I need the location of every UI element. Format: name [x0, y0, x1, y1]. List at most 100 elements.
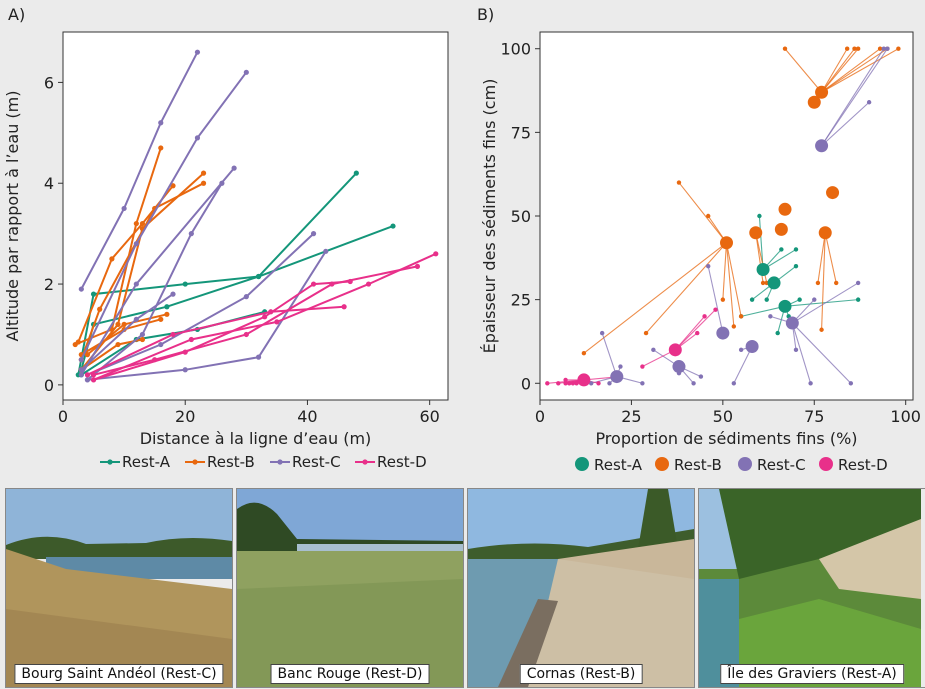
sample-point-rest-c	[640, 381, 645, 386]
mean-point-rest-c	[745, 339, 759, 353]
data-point-rest-c	[310, 231, 317, 237]
sample-point-rest-b	[896, 46, 901, 51]
series-line-rest-c	[87, 232, 315, 376]
photo-vegetated-bank-image	[699, 489, 921, 687]
series-line-rest-b	[80, 182, 205, 361]
data-point-rest-d	[182, 349, 188, 355]
link-line-rest-b	[725, 242, 735, 327]
photo-grassland-image	[6, 489, 232, 687]
mean-point-rest-b	[720, 236, 733, 250]
link-line-rest-b	[821, 48, 881, 93]
sample-point-rest-c	[698, 374, 704, 379]
mean-point-rest-b	[826, 186, 840, 200]
photo-caption: Bourg Saint Andéol (Rest-C)	[14, 664, 224, 684]
sample-point-rest-c	[651, 347, 656, 353]
legend-label-rest-c: Rest-C	[757, 456, 806, 474]
x-tick-label: 0	[535, 407, 545, 426]
sample-point-rest-d	[596, 381, 601, 386]
photo-caption: Île des Graviers (Rest-A)	[720, 664, 904, 684]
sample-point-rest-c	[881, 46, 886, 51]
sample-point-rest-b	[738, 314, 744, 319]
data-point-rest-d	[243, 331, 249, 338]
data-point-rest-b	[139, 336, 146, 343]
sample-point-rest-c	[885, 46, 890, 51]
sample-point-rest-c	[607, 381, 612, 386]
data-point-rest-a	[182, 281, 188, 287]
x-axis-label: Proportion de sédiments fins (%)	[595, 429, 857, 448]
data-point-rest-d	[414, 263, 421, 270]
link-line-rest-c	[792, 282, 859, 324]
legend-marker-rest-a	[575, 457, 589, 471]
mean-point-rest-c	[785, 316, 799, 330]
sample-point-rest-d	[567, 381, 572, 386]
link-line-rest-b	[725, 242, 742, 317]
data-point-rest-c	[78, 286, 84, 292]
data-point-rest-a	[255, 273, 262, 280]
data-point-rest-a	[90, 291, 97, 297]
sample-point-rest-c	[599, 330, 605, 336]
data-point-rest-d	[341, 304, 347, 310]
series-line-rest-b	[80, 172, 205, 371]
mean-point-rest-b	[749, 226, 763, 240]
data-point-rest-d	[170, 331, 176, 338]
sample-point-rest-c	[768, 314, 773, 319]
sample-point-rest-a	[757, 213, 762, 219]
data-point-rest-d	[347, 278, 353, 285]
data-point-rest-c	[182, 367, 188, 373]
sample-point-rest-b	[731, 324, 737, 329]
x-tick-label: 60	[419, 407, 439, 426]
link-line-rest-b	[821, 48, 859, 93]
link-line-rest-c	[601, 332, 618, 377]
legend-label-rest-a: Rest-A	[594, 456, 643, 474]
legend-marker-rest-c	[738, 457, 752, 471]
sample-point-rest-d	[702, 314, 707, 319]
legend-marker-rest-d	[819, 457, 833, 471]
data-point-rest-b	[133, 220, 139, 227]
link-line-rest-b	[817, 232, 826, 283]
sample-point-rest-b	[852, 46, 857, 51]
sample-point-rest-a	[797, 297, 802, 302]
data-point-rest-c	[188, 231, 194, 237]
data-point-rest-c	[158, 341, 164, 348]
data-point-rest-c	[243, 69, 249, 75]
legend-marker-rest-c	[277, 459, 283, 465]
mean-point-rest-c	[716, 326, 730, 340]
plot-area	[62, 31, 449, 401]
photo-ile-des-graviers: Île des Graviers (Rest-A)	[698, 488, 925, 688]
y-tick-label: 50	[511, 207, 531, 226]
sample-point-rest-a	[855, 297, 861, 302]
link-line-rest-b	[678, 182, 727, 244]
figure: A) 0 20 40 60 0 2 4 6 Distance à la ligne d’eau (…	[3, 5, 921, 474]
sample-point-rest-d	[570, 381, 576, 386]
data-point-rest-b	[164, 311, 170, 317]
sample-point-rest-c	[618, 364, 623, 369]
data-point-rest-c	[78, 367, 84, 373]
data-point-rest-a	[390, 223, 396, 229]
data-point-rest-b	[139, 220, 146, 227]
legend-marker-rest-b	[192, 459, 198, 465]
link-line-rest-b	[722, 242, 728, 300]
data-point-rest-c	[194, 49, 201, 55]
link-line-rest-a	[758, 215, 764, 270]
sample-point-rest-c	[848, 381, 854, 386]
sample-point-rest-c	[691, 381, 696, 386]
photo-meadow-image	[237, 489, 463, 687]
sample-point-rest-b	[819, 327, 824, 332]
sample-point-rest-c	[812, 297, 817, 302]
series-line-rest-b	[74, 147, 162, 346]
sample-point-rest-c	[866, 100, 872, 105]
link-line-rest-b	[821, 232, 826, 330]
sample-point-rest-b	[834, 280, 839, 286]
sample-point-rest-b	[760, 280, 766, 286]
mean-point-rest-c	[672, 360, 686, 374]
link-line-rest-c	[821, 101, 870, 147]
data-point-rest-d	[310, 281, 317, 287]
link-line-rest-b	[824, 232, 837, 284]
mean-point-rest-c	[815, 139, 829, 153]
panel-label-b: B)	[477, 5, 494, 24]
data-point-rest-d	[433, 251, 439, 257]
data-point-rest-b	[84, 352, 91, 358]
sample-point-rest-d	[713, 307, 718, 312]
sample-point-rest-c	[731, 381, 737, 386]
sample-point-rest-c	[738, 347, 744, 353]
